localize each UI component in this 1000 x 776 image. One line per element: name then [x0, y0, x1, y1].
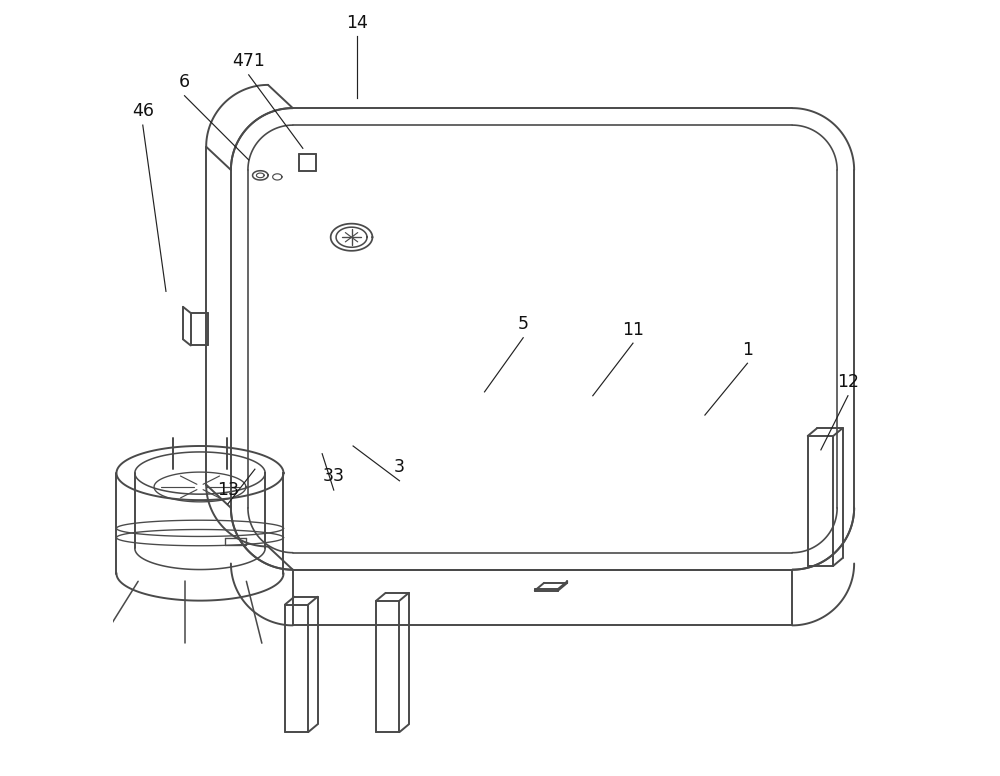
Text: 13: 13 [217, 481, 239, 499]
Text: 5: 5 [518, 315, 529, 333]
Text: 1: 1 [742, 341, 753, 359]
Text: 6: 6 [179, 73, 190, 91]
Text: 3: 3 [394, 458, 405, 476]
Text: 14: 14 [346, 13, 368, 32]
Text: 12: 12 [837, 373, 859, 391]
Text: 11: 11 [622, 320, 644, 338]
Text: 471: 471 [232, 52, 265, 70]
Text: 33: 33 [323, 467, 345, 486]
Text: 46: 46 [132, 102, 154, 120]
